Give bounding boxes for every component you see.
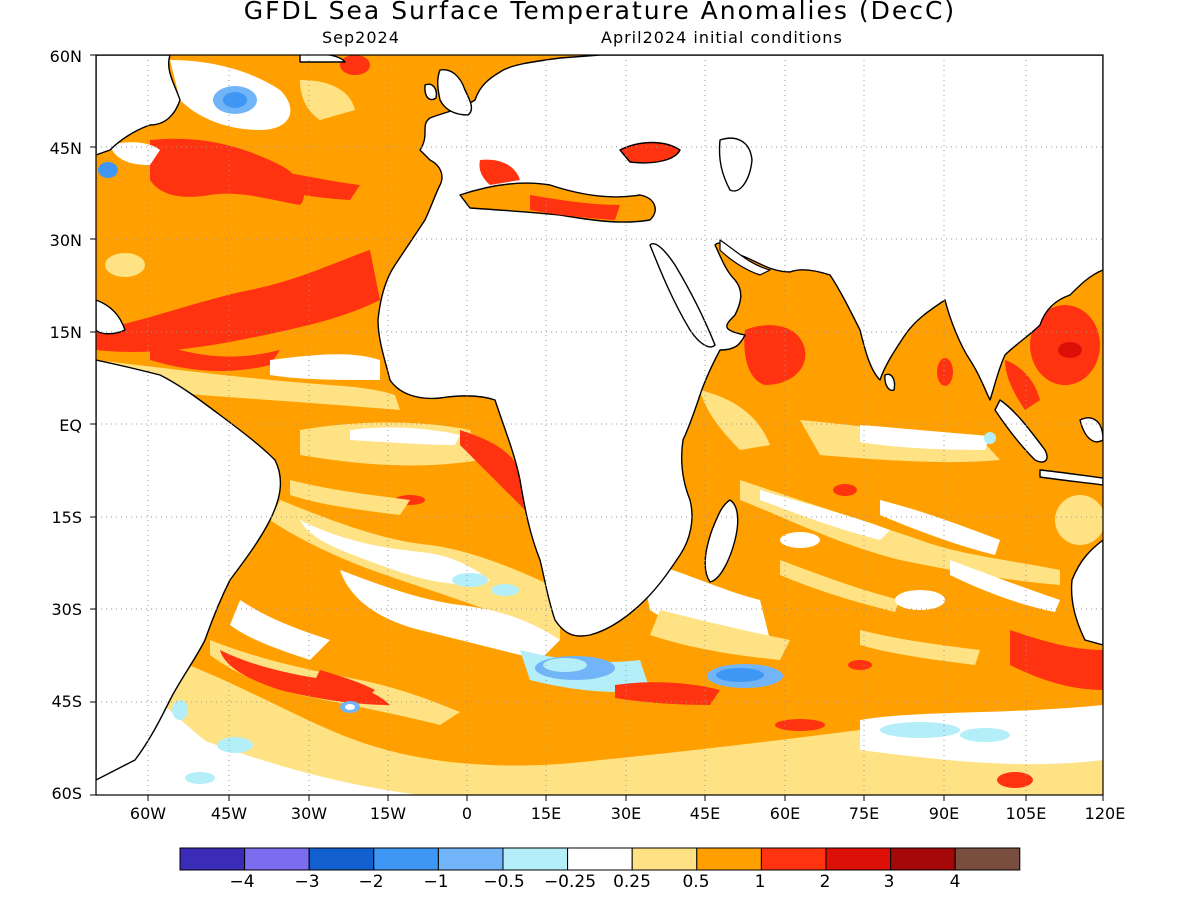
colorbar-label: −2 xyxy=(358,872,384,892)
colorbar-label: −1 xyxy=(423,872,449,892)
lon-label-15w: 15W xyxy=(369,804,407,823)
colorbar-swatch xyxy=(696,847,762,871)
sumatra xyxy=(994,399,1048,463)
lon-label-45e: 45E xyxy=(689,804,721,823)
lon-label-75e: 75E xyxy=(848,804,880,823)
map-frame xyxy=(95,54,1104,796)
colorbar-swatch xyxy=(954,847,1021,871)
lon-label-105e: 105E xyxy=(1005,804,1047,823)
lat-label-60s: 60S xyxy=(51,784,82,803)
colorbar-swatch xyxy=(308,847,375,871)
lat-label-45n: 45N xyxy=(49,139,82,158)
colorbar-swatch xyxy=(437,847,504,871)
colorbar-label: 4 xyxy=(949,872,961,892)
lon-label-0: 0 xyxy=(461,804,473,823)
colorbar-label: −0.25 xyxy=(543,872,597,892)
lat-label-eq: EQ xyxy=(59,416,82,435)
north-america xyxy=(96,55,181,156)
lat-label-60n: 60N xyxy=(49,47,82,66)
axis-ticks xyxy=(90,54,1104,801)
lon-label-45w: 45W xyxy=(210,804,248,823)
colorbar-label: 3 xyxy=(883,872,895,892)
lon-label-60w: 60W xyxy=(129,804,167,823)
colorbar-label: −0.5 xyxy=(483,872,525,892)
colorbar-swatch xyxy=(890,847,956,871)
australia xyxy=(1070,539,1103,646)
great-britain xyxy=(437,68,473,116)
colorbar xyxy=(179,847,1021,871)
forecast-month: Sep2024 xyxy=(322,28,400,47)
colorbar-swatch xyxy=(825,847,892,871)
lat-label-15n: 15N xyxy=(49,323,82,342)
colorbar-swatch xyxy=(631,847,698,871)
lon-label-30e: 30E xyxy=(610,804,642,823)
lon-label-15e: 15E xyxy=(530,804,562,823)
lon-label-60e: 60E xyxy=(769,804,801,823)
colorbar-swatch xyxy=(244,847,310,871)
initial-conditions: April2024 initial conditions xyxy=(601,28,843,47)
colorbar-swatch xyxy=(760,847,827,871)
land-masses xyxy=(96,55,1103,781)
colorbar-label: 1 xyxy=(754,872,766,892)
lat-label-30s: 30S xyxy=(51,600,82,619)
lat-label-30n: 30N xyxy=(49,231,82,250)
colorbar-swatch xyxy=(179,847,246,871)
lon-label-30w: 30W xyxy=(290,804,328,823)
map-title: GFDL Sea Surface Temperature Anomalies (… xyxy=(243,0,957,25)
lon-label-90e: 90E xyxy=(928,804,960,823)
lat-label-15s: 15S xyxy=(51,508,82,527)
colorbar-label: 2 xyxy=(819,872,831,892)
madagascar xyxy=(704,499,739,583)
colorbar-label: 0.25 xyxy=(613,872,651,892)
colorbar-swatch xyxy=(567,847,633,871)
colorbar-swatch xyxy=(373,847,439,871)
colorbar-label: −4 xyxy=(229,872,255,892)
colorbar-label: 0.5 xyxy=(682,872,710,892)
colorbar-label: −3 xyxy=(294,872,320,892)
south-america xyxy=(96,359,282,781)
map-grid xyxy=(96,55,1103,795)
colorbar-swatch xyxy=(502,847,569,871)
lat-label-45s: 45S xyxy=(51,692,82,711)
lon-label-120e: 120E xyxy=(1084,804,1126,823)
